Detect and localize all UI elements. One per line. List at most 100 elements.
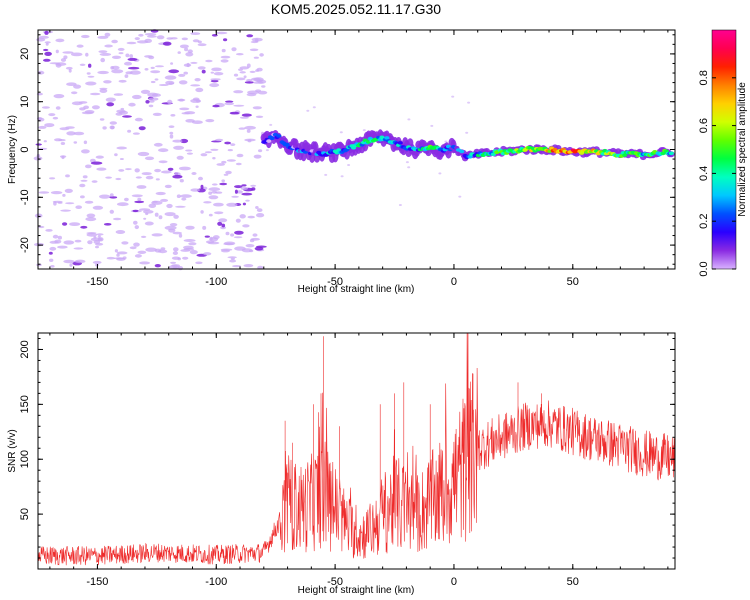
noise-speckle	[226, 202, 238, 207]
noise-speckle	[81, 149, 90, 154]
noise-speckle	[116, 251, 128, 255]
noise-speckle	[132, 209, 139, 213]
noise-speckle	[120, 107, 125, 111]
noise-speckle	[60, 142, 66, 145]
noise-speckle	[173, 247, 179, 252]
x-tick-label: -100	[205, 576, 227, 588]
noise-speckle	[109, 121, 118, 125]
noise-speckle	[195, 87, 204, 93]
noise-speckle	[249, 48, 259, 52]
noise-speckle	[69, 222, 81, 227]
noise-speckle	[38, 125, 47, 129]
noise-speckle	[203, 252, 212, 256]
noise-speckle	[151, 233, 163, 237]
noise-speckle	[125, 53, 130, 58]
noise-speckle	[179, 107, 190, 111]
noise-speckle	[57, 235, 63, 240]
noise-speckle	[143, 217, 147, 220]
noise-speckle	[251, 187, 256, 191]
noise-speckle	[138, 126, 146, 131]
noise-speckle	[185, 225, 195, 230]
noise-speckle	[97, 237, 104, 242]
noise-speckle	[362, 129, 366, 132]
noise-speckle	[233, 90, 244, 94]
noise-speckle	[213, 202, 224, 207]
noise-speckle	[104, 32, 111, 37]
noise-speckle	[144, 221, 154, 226]
noise-speckle	[246, 79, 253, 82]
snr-series-line	[37, 332, 676, 566]
noise-speckle	[171, 256, 181, 260]
noise-speckle	[245, 199, 250, 202]
x-tick-label: 0	[451, 276, 457, 288]
signal-core	[668, 151, 675, 156]
noise-speckle	[134, 117, 143, 122]
signal-core	[292, 144, 298, 149]
noise-speckle	[84, 200, 94, 204]
noise-speckle	[230, 257, 235, 260]
noise-speckle	[167, 99, 173, 105]
noise-speckle	[103, 80, 112, 84]
noise-speckle	[109, 193, 114, 197]
colorbar-tick-label: 0.8	[698, 70, 710, 85]
noise-speckle	[168, 82, 175, 85]
noise-speckle	[185, 52, 194, 57]
noise-speckle	[92, 260, 102, 264]
noise-speckle	[467, 101, 471, 104]
noise-speckle	[312, 106, 316, 109]
noise-speckle	[151, 200, 158, 203]
noise-speckle	[198, 176, 203, 181]
noise-speckle	[240, 186, 248, 191]
noise-speckle	[176, 194, 181, 198]
noise-speckle	[249, 249, 254, 253]
noise-speckle	[74, 259, 86, 264]
snr-x-ticks: -150 -100 -50 0 50	[49, 333, 669, 588]
noise-speckle	[117, 47, 125, 51]
noise-speckle	[239, 116, 249, 119]
noise-speckle	[185, 149, 193, 152]
noise-speckle	[192, 39, 200, 43]
noise-speckle	[61, 155, 65, 160]
noise-speckle	[247, 215, 255, 219]
noise-speckle	[79, 107, 86, 111]
noise-speckle	[261, 85, 266, 88]
noise-speckle	[190, 188, 200, 192]
noise-speckle	[250, 184, 257, 187]
noise-speckle	[168, 125, 175, 128]
noise-speckle	[141, 172, 152, 176]
noise-speckle	[239, 66, 250, 70]
noise-speckle	[137, 250, 147, 254]
noise-speckle	[73, 247, 84, 250]
noise-speckle	[178, 73, 186, 77]
noise-speckle	[99, 87, 108, 90]
noise-speckle	[169, 134, 174, 139]
noise-speckle	[229, 111, 240, 115]
noise-speckle	[208, 213, 213, 217]
noise-speckle	[168, 69, 180, 74]
noise-speckle	[242, 202, 246, 206]
noise-speckle	[182, 256, 189, 260]
noise-speckle	[105, 176, 112, 179]
noise-speckle	[243, 264, 254, 268]
noise-speckle	[71, 91, 78, 95]
noise-speckle	[156, 35, 165, 40]
noise-speckle	[64, 188, 73, 193]
noise-speckle	[85, 217, 97, 222]
noise-speckle	[140, 235, 147, 238]
noise-speckle	[145, 175, 154, 180]
noise-speckle	[170, 114, 176, 117]
noise-speckle	[111, 39, 118, 44]
noise-speckle	[324, 173, 328, 176]
noise-speckle	[73, 84, 82, 89]
noise-speckle	[138, 33, 144, 37]
noise-speckle	[97, 70, 109, 75]
noise-speckle	[233, 104, 245, 107]
noise-speckle	[160, 247, 166, 251]
noise-speckle	[229, 259, 237, 263]
noise-speckle	[208, 195, 219, 200]
noise-speckle	[58, 139, 66, 142]
spectrogram-x-ticks: -150 -100 -50 0 50	[49, 30, 669, 288]
noise-speckle	[197, 66, 206, 70]
noise-speckle	[53, 94, 65, 99]
